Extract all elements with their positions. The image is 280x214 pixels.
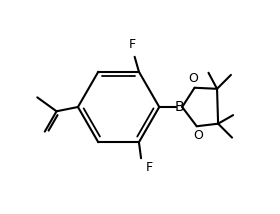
Text: B: B [175,100,185,114]
Text: O: O [188,71,199,85]
Text: F: F [129,39,136,51]
Text: F: F [145,162,153,174]
Text: O: O [193,129,203,143]
